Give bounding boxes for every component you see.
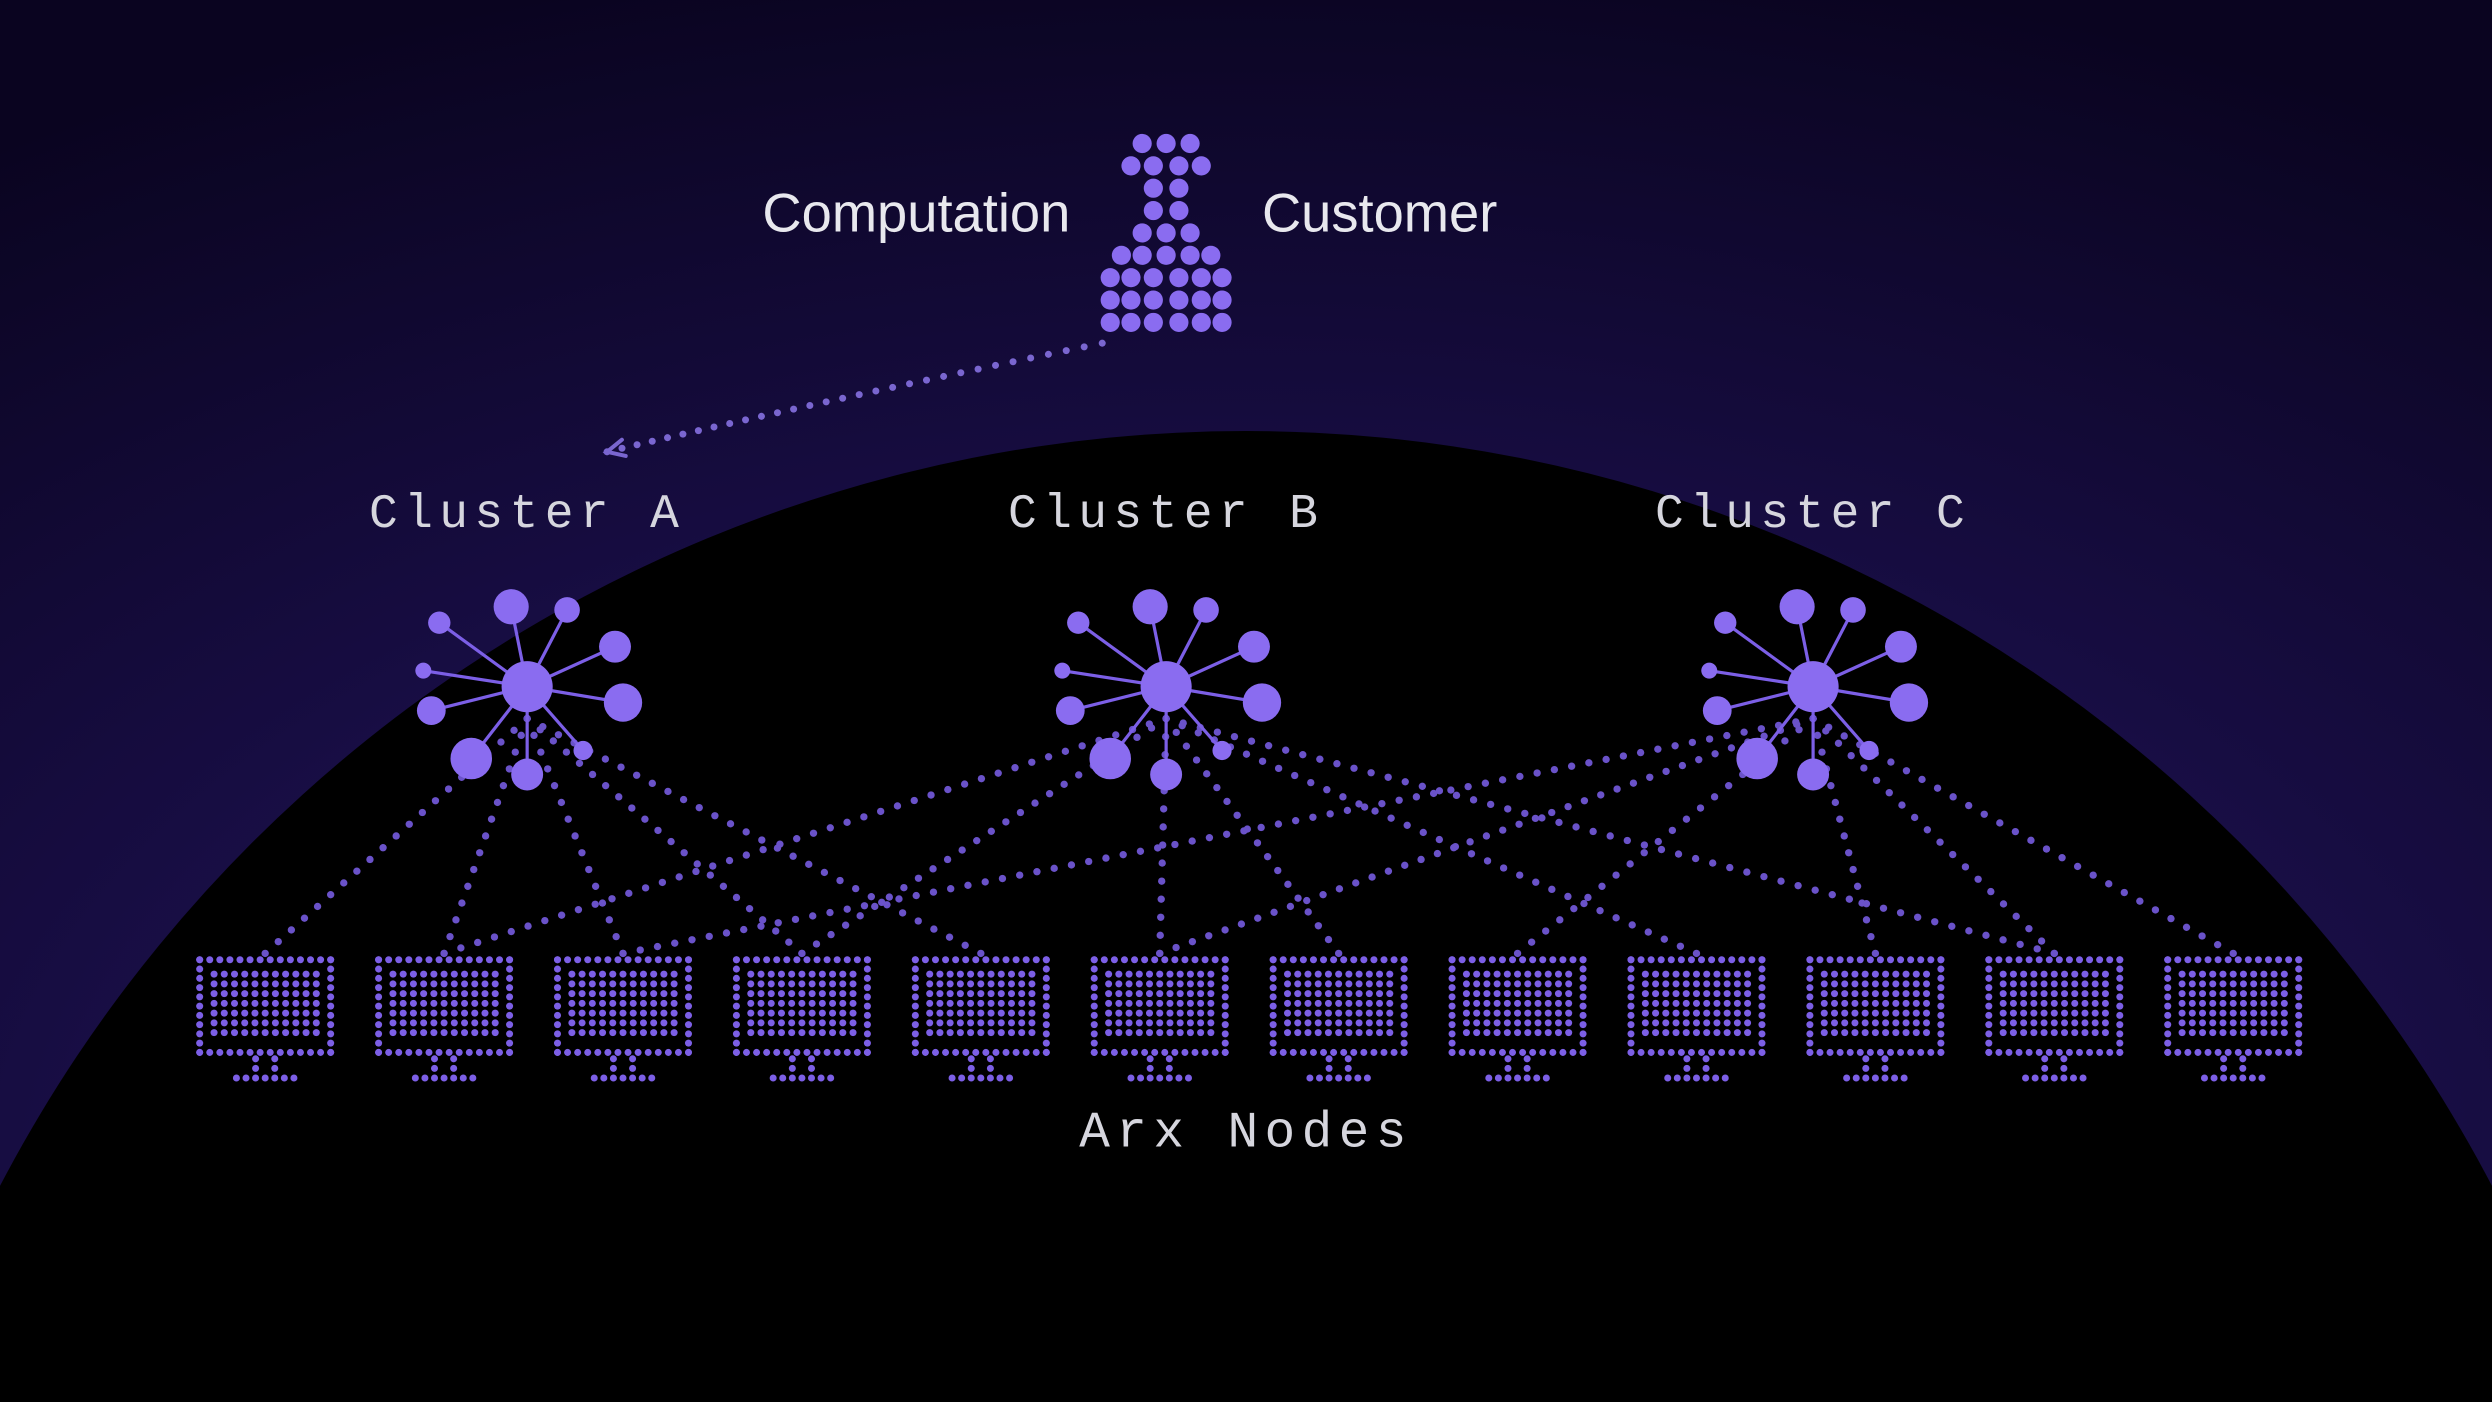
arrow-dot	[649, 438, 656, 445]
diagram-root: Computation Customer Cluster A Cluster B Clu…	[0, 0, 2492, 1402]
cluster-c-label: Cluster C	[1655, 488, 1971, 542]
diagram-svg: Computation Customer Cluster A Cluster B Clu…	[0, 0, 2492, 1402]
computation-label: Computation	[762, 182, 1070, 243]
arrow-dot	[806, 402, 813, 409]
customer-label: Customer	[1262, 182, 1497, 243]
arrow-dot	[1081, 343, 1088, 350]
arrow-dot	[664, 434, 671, 441]
arrow-dot	[992, 362, 999, 369]
arrow-dot	[1099, 340, 1106, 347]
arrow-dot	[1063, 347, 1070, 354]
arrow-dot	[839, 395, 846, 402]
cluster-a-label: Cluster A	[369, 488, 685, 542]
arrow-dot	[923, 377, 930, 384]
arrow-dot	[726, 420, 733, 427]
arrow-dot	[695, 427, 702, 434]
arrow-dot	[679, 431, 686, 438]
arrow-dot	[790, 406, 797, 413]
arrow-dot	[742, 416, 749, 423]
arrow-dot	[940, 373, 947, 380]
cluster-b-label: Cluster B	[1008, 488, 1324, 542]
arrow-dot	[1045, 351, 1052, 358]
arrow-dot	[1010, 358, 1017, 365]
arrow-dot	[889, 384, 896, 391]
arrow-dot	[975, 366, 982, 373]
arrow-dot	[823, 398, 830, 405]
arrow-dot	[1027, 355, 1034, 362]
arrow-dot	[634, 441, 641, 448]
arrow-dot	[618, 445, 625, 452]
arrow-dot	[957, 369, 964, 376]
arrow-dot	[758, 413, 765, 420]
arrow-dot	[872, 388, 879, 395]
arrow-dot	[774, 409, 781, 416]
arrow-dot	[906, 380, 913, 387]
arrow-dot	[710, 424, 717, 431]
arrow-dot	[856, 391, 863, 398]
arx-nodes-label: Arx Nodes	[1079, 1105, 1413, 1163]
